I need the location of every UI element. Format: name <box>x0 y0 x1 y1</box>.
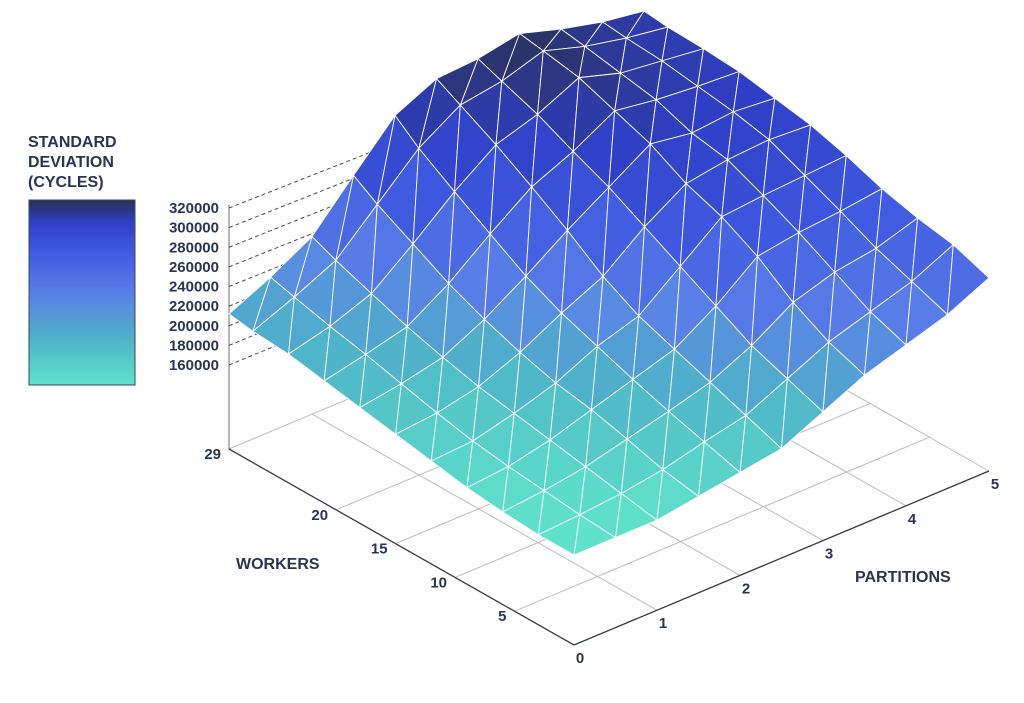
z-tick-label: 200000 <box>169 318 219 335</box>
colorbar-title-line-2: DEVIATION <box>28 154 114 171</box>
axes <box>228 448 990 646</box>
surface-facet <box>781 378 824 450</box>
x-tick-label: 1 <box>659 615 667 632</box>
colorbar-title-line-1: STANDARD <box>28 134 117 151</box>
x-tick-label: 3 <box>825 546 833 563</box>
z-tick-label: 300000 <box>169 220 219 237</box>
surface-facet <box>864 311 907 376</box>
x-axis-line <box>573 470 990 646</box>
z-tick-label: 280000 <box>169 239 219 256</box>
tick-labels: 0 1 2 3 4 5 5 10 15 20 29 160000 180000 200000 220000 2… <box>169 200 999 667</box>
z-tick-label: 260000 <box>169 259 219 276</box>
z-tick-label: 180000 <box>169 337 219 354</box>
x-tick-label: 5 <box>991 476 999 493</box>
surface <box>228 10 990 556</box>
surface-facet <box>739 415 782 473</box>
colorbar-title-line-3: (CYCLES) <box>28 174 104 191</box>
surface-facet <box>615 493 658 539</box>
x-axis-label: PARTITIONS <box>855 569 951 586</box>
colorbar <box>28 199 136 386</box>
x-tick-label: 2 <box>742 580 750 597</box>
surface-facet <box>947 244 990 316</box>
y-axis-label: WORKERS <box>236 556 320 573</box>
y-axis-line <box>228 448 575 646</box>
surface-facet <box>228 276 271 332</box>
z-tick-label: 320000 <box>169 200 219 217</box>
colorbar-title: STANDARD DEVIATION (CYCLES) <box>28 134 121 191</box>
x-tick-label: 0 <box>576 650 584 667</box>
surface-facet <box>656 469 699 521</box>
y-tick-label: 20 <box>311 507 328 524</box>
z-tick-label: 220000 <box>169 298 219 315</box>
z-tick-label: 160000 <box>169 357 219 374</box>
x-gridline <box>311 413 658 611</box>
y-tick-label: 29 <box>204 446 221 463</box>
x-tick-label: 4 <box>908 511 917 528</box>
surface-facet <box>822 341 865 413</box>
y-tick-label: 5 <box>498 608 506 625</box>
surface-facet <box>698 441 741 497</box>
surface-facet <box>573 514 616 556</box>
y-gridline <box>514 436 930 612</box>
z-tick-label: 240000 <box>169 279 219 296</box>
y-tick-label: 10 <box>430 574 447 591</box>
y-tick-label: 15 <box>371 541 388 558</box>
surface-facet <box>905 280 948 346</box>
